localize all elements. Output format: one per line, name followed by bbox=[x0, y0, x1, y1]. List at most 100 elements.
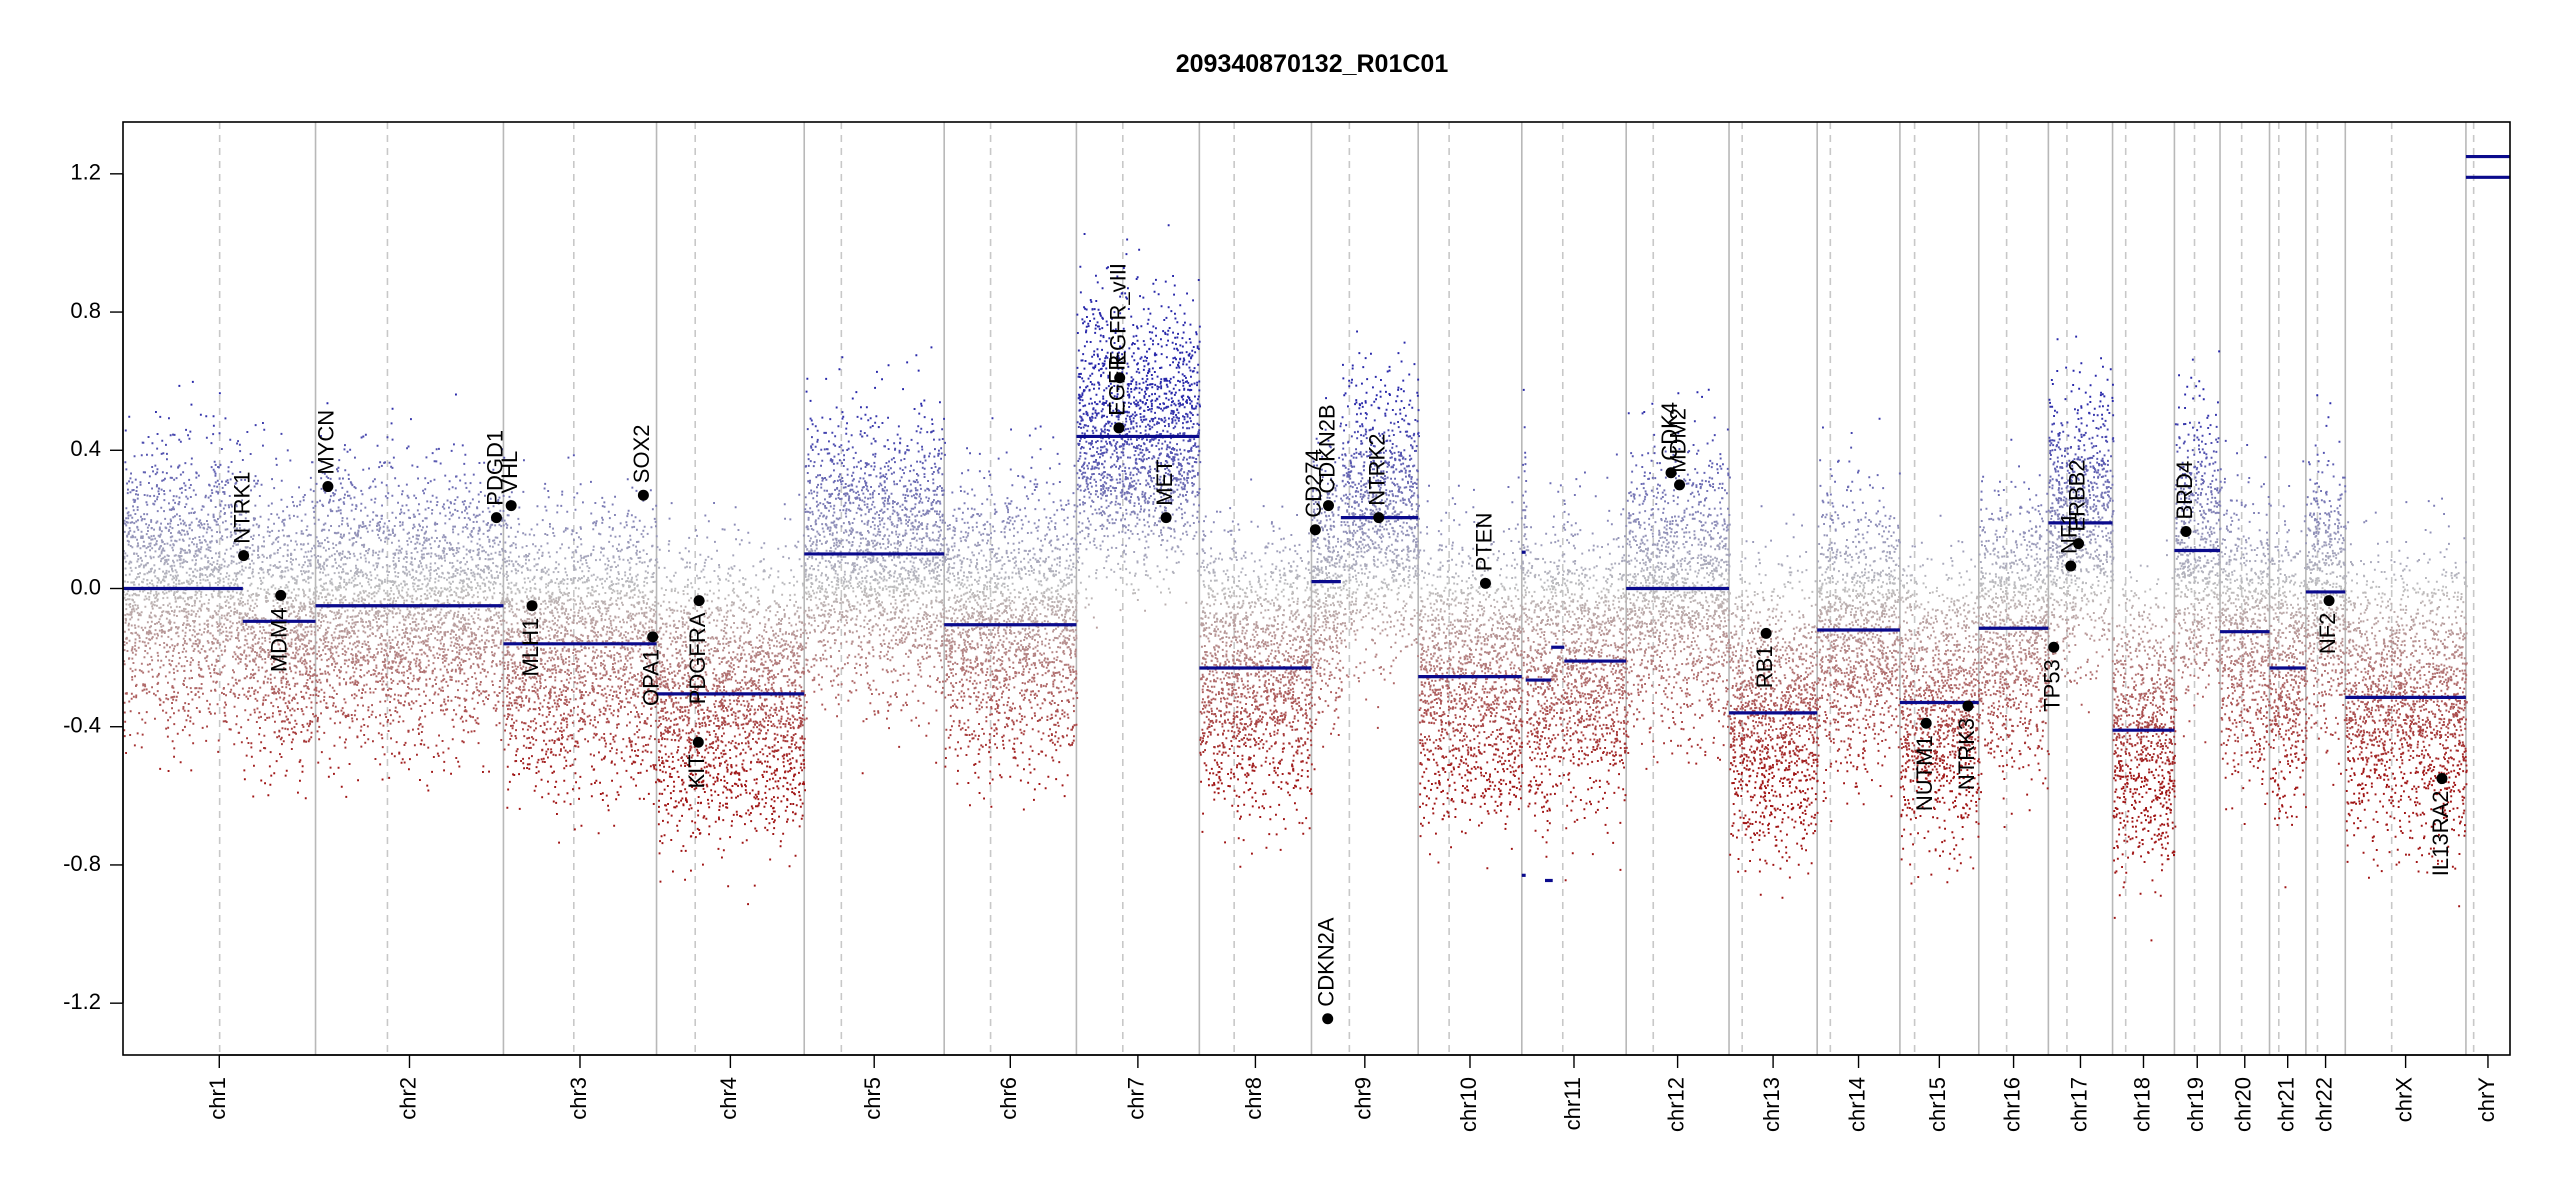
probe-cloud bbox=[279, 737, 2433, 741]
y-tick-label: -0.4 bbox=[63, 713, 101, 738]
chromosome-label: chr11 bbox=[1560, 1077, 1585, 1130]
probe-cloud bbox=[123, 548, 2401, 553]
chromosome-label: chr6 bbox=[996, 1077, 1021, 1120]
probe-cloud bbox=[128, 657, 2448, 661]
chromosome-label: chr12 bbox=[1663, 1077, 1688, 1132]
chromosome-label: chr16 bbox=[1999, 1077, 2024, 1132]
chromosome-boundaries bbox=[314, 122, 2467, 1055]
probe-cloud bbox=[133, 500, 2408, 504]
probe-cloud bbox=[336, 469, 2219, 473]
probe-cloud bbox=[149, 581, 2419, 585]
chromosome-label: chr14 bbox=[1844, 1077, 1869, 1132]
probe-cloud bbox=[262, 421, 2201, 425]
probe-cloud bbox=[129, 602, 2393, 606]
gene-point bbox=[1114, 372, 1126, 384]
probe-cloud bbox=[140, 745, 2426, 749]
y-axis: 1.2 0.8 0.4 0.0 -0.4 -0.8 -1.2 bbox=[63, 160, 124, 1014]
chromosome-label: chr2 bbox=[395, 1077, 420, 1120]
probe-cloud bbox=[918, 412, 2091, 416]
gene-label: NTRK1 bbox=[229, 472, 254, 544]
probe-cloud bbox=[167, 769, 2468, 773]
gene-point bbox=[2323, 595, 2335, 607]
gene-point bbox=[322, 481, 334, 493]
probe-cloud bbox=[133, 499, 2430, 503]
probe-cloud bbox=[390, 422, 2187, 426]
probe-cloud bbox=[134, 578, 2397, 582]
probe-cloud bbox=[123, 640, 2454, 644]
y-tick-label: -0.8 bbox=[63, 851, 101, 876]
probe-cloud bbox=[126, 481, 2318, 485]
probe-cloud bbox=[266, 716, 2429, 720]
probe-cloud bbox=[126, 554, 2380, 558]
gene-point bbox=[647, 631, 659, 643]
probe-cloud bbox=[152, 502, 2319, 506]
probe-cloud bbox=[154, 464, 2329, 468]
probe-cloud bbox=[138, 633, 2393, 637]
probe-cloud bbox=[165, 443, 2317, 447]
gene-point bbox=[637, 489, 649, 501]
chromosome-label: chr15 bbox=[1925, 1077, 1950, 1132]
segments bbox=[123, 154, 2510, 883]
probe-cloud bbox=[190, 456, 2213, 460]
y-tick-label: 0.8 bbox=[70, 298, 101, 323]
probe-cloud bbox=[156, 447, 2204, 451]
probe-cloud bbox=[154, 614, 2463, 618]
probe-cloud bbox=[148, 689, 2443, 693]
probe-cloud bbox=[250, 755, 2467, 759]
probe-cloud bbox=[131, 647, 2394, 651]
probe-cloud bbox=[127, 510, 2377, 515]
gene-label: KIT bbox=[684, 754, 709, 788]
probe-cloud bbox=[192, 741, 2464, 745]
probe-cloud bbox=[133, 743, 2465, 747]
probe-cloud bbox=[127, 532, 2337, 536]
probe-cloud bbox=[123, 595, 2463, 599]
probe-cloud bbox=[286, 448, 2194, 452]
gene-label: IL13RA2 bbox=[2428, 791, 2453, 877]
probe-cloud bbox=[128, 479, 2214, 483]
probe-cloud bbox=[124, 551, 2340, 555]
probe-cloud bbox=[142, 628, 2462, 632]
probe-cloud bbox=[127, 589, 2444, 593]
probe-cloud bbox=[130, 631, 2468, 635]
probe-cloud bbox=[146, 503, 2308, 507]
probe-cloud bbox=[328, 756, 2466, 760]
gene-label: MET bbox=[1152, 459, 1177, 505]
probe-cloud bbox=[139, 483, 2341, 487]
probe-cloud bbox=[139, 546, 2343, 550]
probe-cloud bbox=[137, 541, 2344, 545]
probe-cloud bbox=[148, 570, 2448, 574]
probe-cloud bbox=[156, 509, 2336, 513]
probe-cloud bbox=[144, 594, 2459, 598]
probe-cloud bbox=[126, 612, 2438, 616]
probe-cloud bbox=[127, 513, 2342, 517]
y-tick-label: -1.2 bbox=[63, 989, 101, 1014]
probe-cloud bbox=[835, 405, 2180, 409]
probe-cloud bbox=[329, 765, 2436, 769]
chromosome-label: chr18 bbox=[2129, 1077, 2154, 1132]
probe-cloud bbox=[137, 605, 2459, 610]
gene-point bbox=[1373, 512, 1385, 524]
probe-cloud bbox=[124, 579, 2368, 583]
chart-title: 209340870132_R01C01 bbox=[1176, 50, 1449, 78]
gene-point bbox=[692, 736, 704, 748]
probe-cloud bbox=[140, 562, 2365, 566]
probe-cloud bbox=[406, 446, 2181, 450]
probe-cloud bbox=[128, 540, 2408, 544]
probe-cloud bbox=[199, 413, 2217, 417]
probe-cloud bbox=[167, 718, 2459, 722]
gene-point bbox=[2048, 641, 2060, 653]
probe-cloud bbox=[197, 474, 2239, 478]
probe-cloud bbox=[135, 694, 2466, 698]
probe-cloud bbox=[129, 709, 2460, 713]
probe-cloud bbox=[125, 607, 2439, 611]
probe-cloud bbox=[170, 627, 2462, 631]
probe-cloud bbox=[123, 519, 2368, 523]
probe-cloud bbox=[148, 475, 2346, 479]
probe-cloud bbox=[123, 734, 2454, 738]
probe-cloud bbox=[128, 656, 2466, 660]
probe-cloud bbox=[138, 564, 2408, 568]
probe-cloud bbox=[130, 536, 2466, 540]
probe-cloud bbox=[157, 654, 2446, 658]
probe-cloud bbox=[128, 639, 2442, 643]
x-axis: chr1 chr2 chr3 chr4 chr5 chr6 chr7 chr8 chr9 chr1… bbox=[205, 1054, 2499, 1132]
